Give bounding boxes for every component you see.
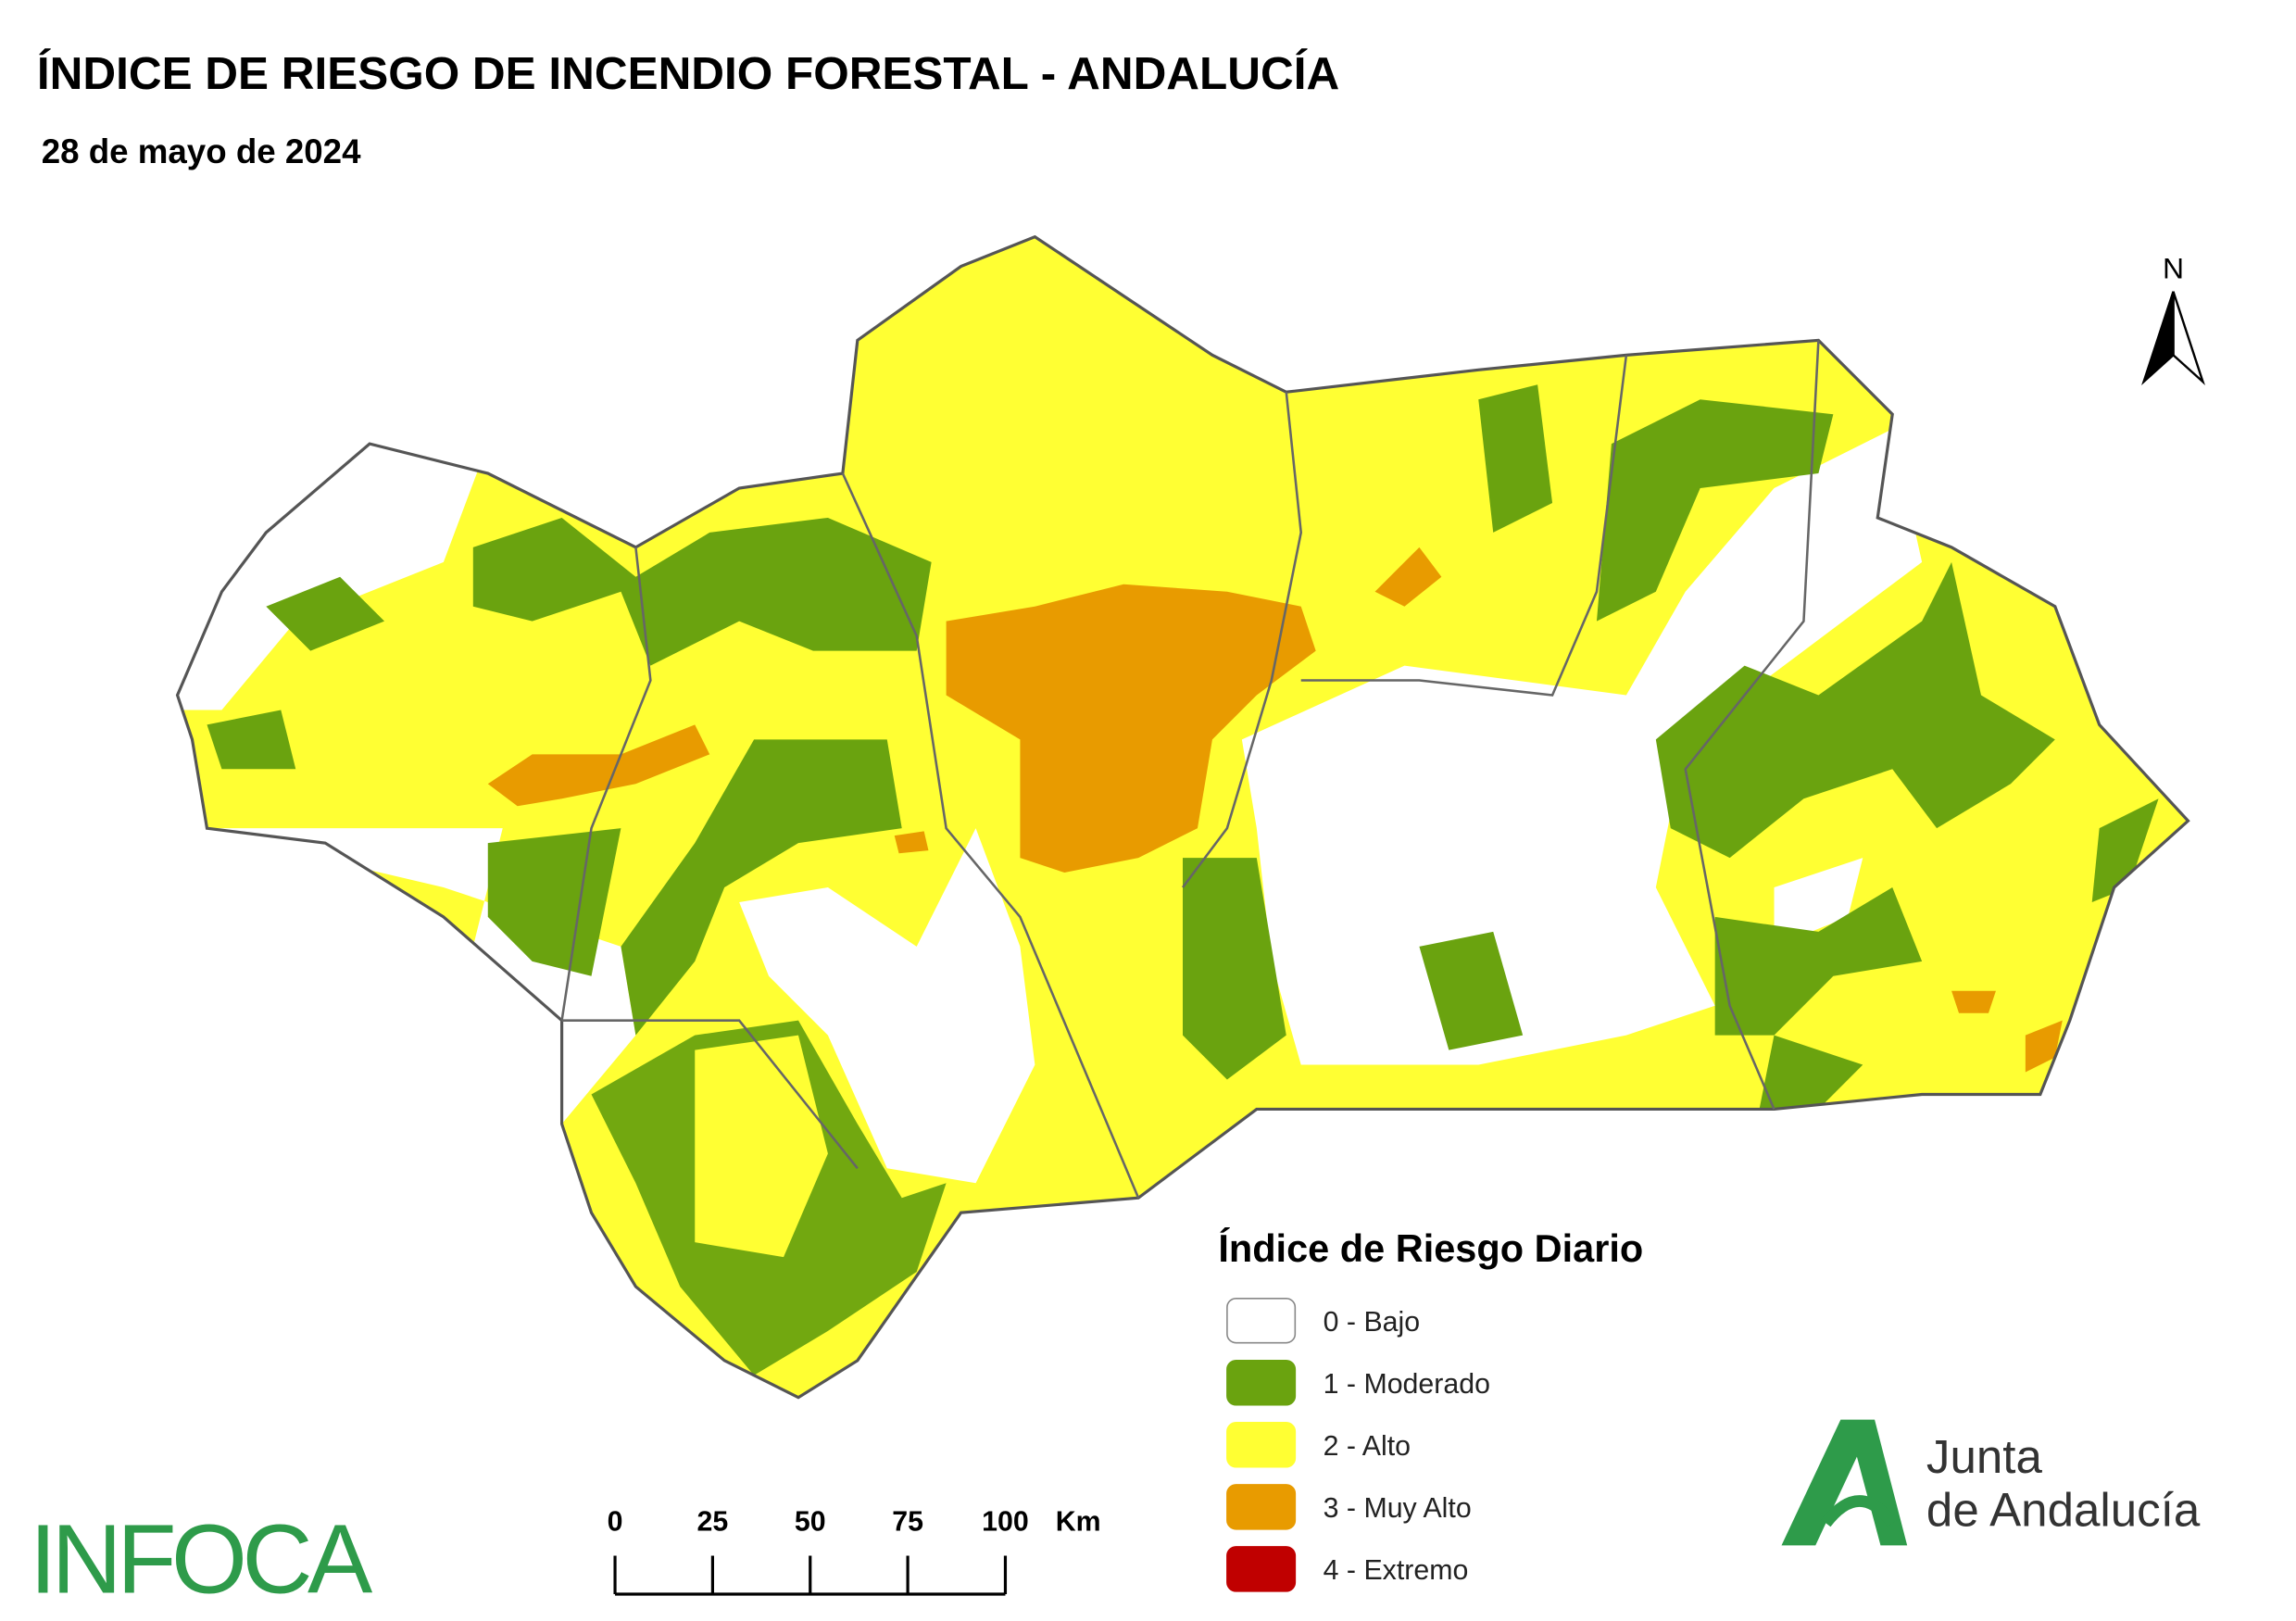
title: ÍNDICE DE RIESGO DE INCENDIO FORESTAL - … (37, 47, 1339, 99)
zone-bajo (1774, 858, 1863, 947)
north-label: N (2163, 251, 2184, 284)
scale-bar: 0 25 50 75 100 Km (608, 1506, 1101, 1596)
legend-label: 2 - Alto (1324, 1431, 1411, 1462)
legend-title: Índice de Riesgo Diario (1218, 1226, 1643, 1270)
legend: Índice de Riesgo Diario 0 - Bajo 1 - Mode… (1218, 1226, 1643, 1592)
zone-bajo (739, 828, 1035, 1184)
legend-label: 0 - Bajo (1324, 1307, 1420, 1338)
scale-tick-label: 25 (697, 1506, 729, 1537)
province-borders (560, 340, 1820, 1199)
legend-swatch (1226, 1360, 1297, 1406)
legend-swatch (1226, 1484, 1297, 1530)
zone-moderado (207, 384, 2159, 1376)
north-arrow (2141, 291, 2175, 385)
zone-bajo (1241, 429, 1923, 1065)
scale-tick-label: 100 (982, 1506, 1029, 1537)
legend-label: 1 - Moderado (1324, 1369, 1490, 1400)
legend-swatch (1226, 1297, 1297, 1344)
scale-tick-label: 50 (795, 1506, 826, 1537)
junta-logo-line2: de Andalucía (1926, 1484, 2201, 1537)
legend-label: 4 - Extremo (1324, 1555, 1469, 1586)
subtitle: 28 de mayo de 2024 (42, 132, 361, 170)
scale-tick-label: 75 (892, 1506, 923, 1537)
legend-swatch (1226, 1422, 1297, 1468)
zone-bajo (192, 828, 636, 1125)
scale-tick-label: 0 (608, 1506, 623, 1537)
junta-logo-mark (1781, 1419, 1908, 1546)
infoca-logo: INFOCA (30, 1505, 373, 1614)
junta-logo-line1: Junta (1926, 1430, 2043, 1483)
legend-label: 3 - Muy Alto (1324, 1493, 1472, 1524)
region-outline (175, 234, 2190, 1400)
scale-unit: Km (1056, 1506, 1101, 1537)
zone-muy-alto (487, 547, 2063, 1073)
legend-swatch (1226, 1546, 1297, 1592)
north-arrow (2172, 291, 2205, 385)
